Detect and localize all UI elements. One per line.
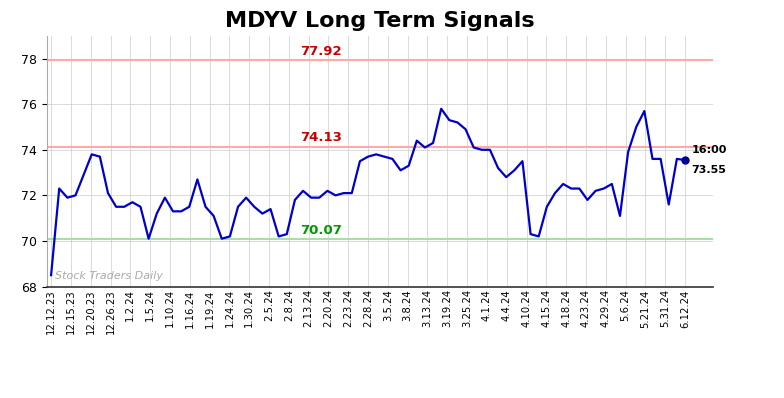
- Text: 70.07: 70.07: [299, 224, 342, 237]
- Text: 16:00: 16:00: [691, 146, 727, 156]
- Text: 73.55: 73.55: [691, 165, 726, 175]
- Text: 77.92: 77.92: [300, 45, 342, 58]
- Title: MDYV Long Term Signals: MDYV Long Term Signals: [226, 12, 535, 31]
- Text: Stock Traders Daily: Stock Traders Daily: [55, 271, 163, 281]
- Text: 74.13: 74.13: [299, 131, 342, 144]
